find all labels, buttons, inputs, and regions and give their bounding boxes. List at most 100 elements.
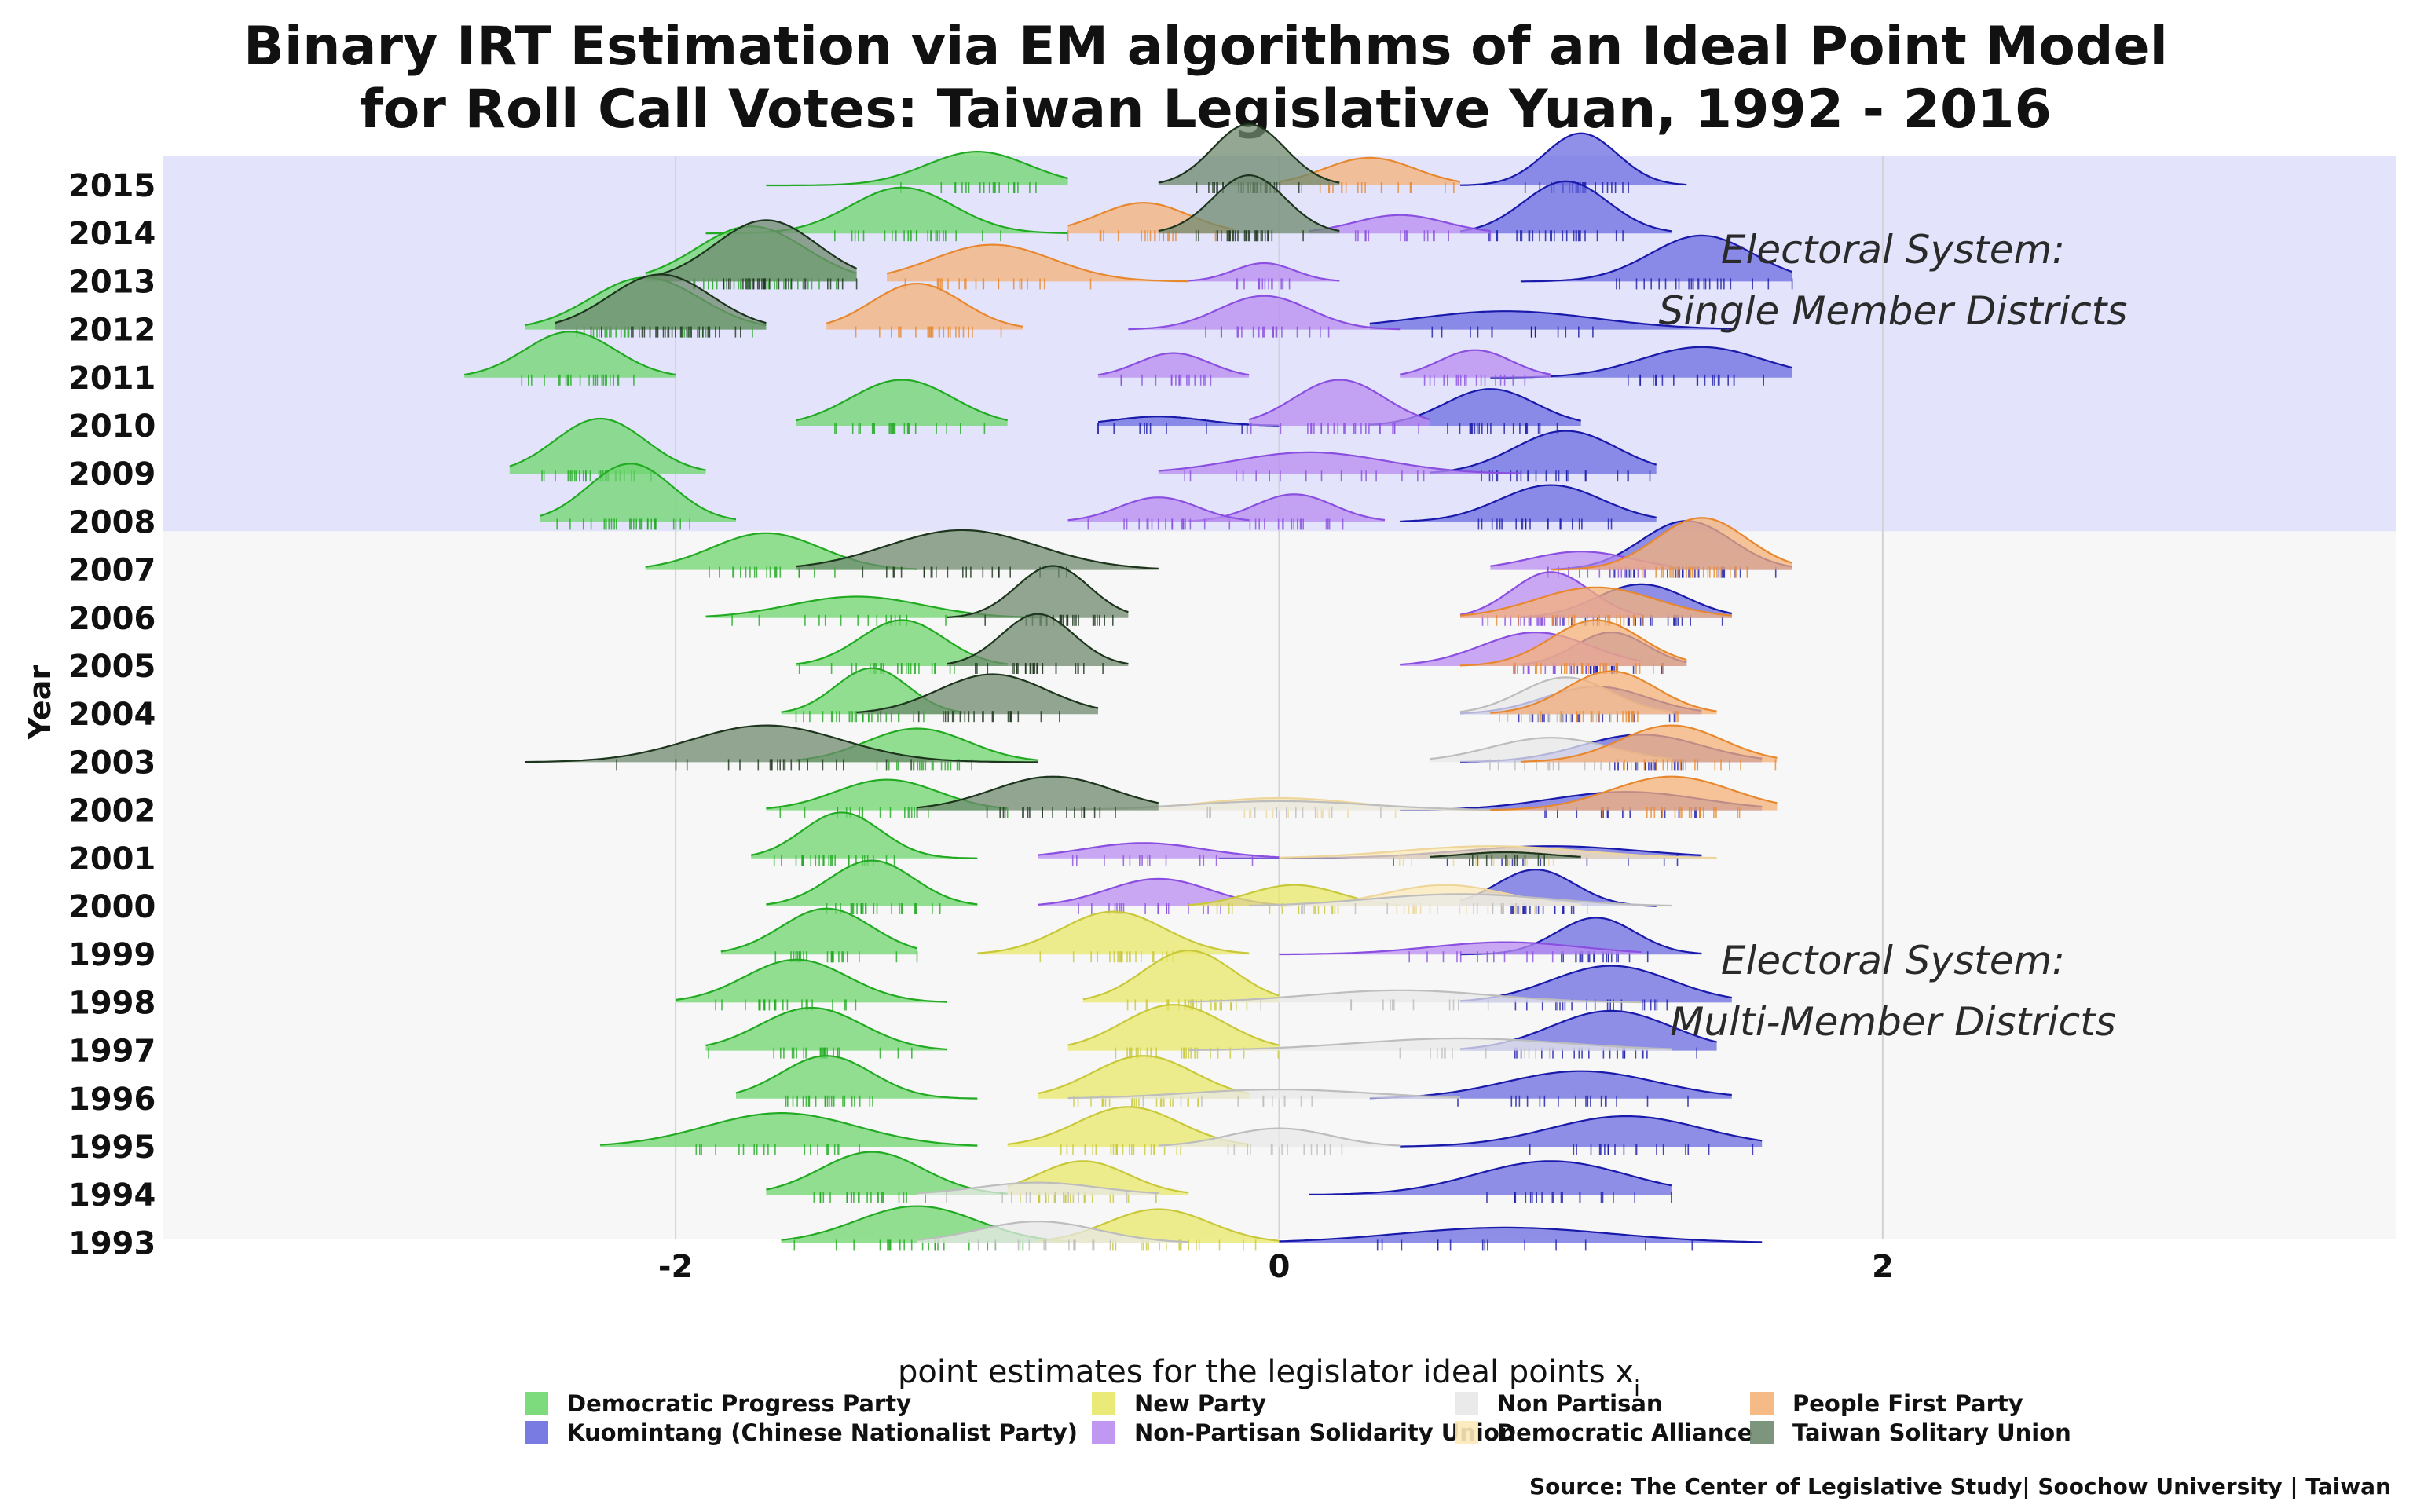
legend-item-4: Non Partisan	[1455, 1390, 1663, 1417]
density-fill	[720, 908, 917, 955]
density-outline	[1400, 1115, 1763, 1148]
density-outline	[1309, 214, 1491, 232]
legend: point estimates for the legislator ideal…	[525, 1354, 2071, 1446]
legend-label: Democratic Progress Party	[567, 1390, 911, 1417]
density-fill	[766, 1151, 1008, 1195]
density-outline	[1279, 941, 1642, 956]
density-outline	[1520, 724, 1778, 763]
density-outline	[917, 1181, 1159, 1195]
density-ridge-2014-NPSU	[1309, 214, 1492, 242]
density-ridge-2012-NPSU	[1128, 295, 1401, 338]
year-label-2007: 2007	[68, 553, 156, 589]
legend-item-2: New Party	[1092, 1390, 1266, 1417]
density-outline	[826, 282, 1023, 328]
chart-title-line2: for Roll Call Votes: Taiwan Legislative …	[360, 79, 2052, 141]
density-ridge-2004-PFP	[1490, 670, 1717, 723]
density-ridge-2008-KMT	[1400, 484, 1657, 530]
year-label-1997: 1997	[68, 1034, 156, 1070]
density-ridge-2009-NPSU	[1158, 451, 1521, 482]
density-ridge-1996-KMT	[1369, 1070, 1732, 1107]
y-axis-year-labels: 2015 2014 2013 2012 2011 2010 2009 2008 2007 2006…	[68, 168, 156, 1261]
density-ridge-2000-NONP	[1249, 893, 1672, 914]
density-fill	[1038, 1056, 1250, 1099]
legend-swatch	[1455, 1421, 1478, 1444]
y-axis-title: Year	[23, 665, 57, 740]
density-ridge-2007-TSU	[796, 529, 1159, 578]
density-ridge-2002-PFP	[1490, 775, 1778, 818]
density-outline	[977, 910, 1250, 954]
density-ridge-2001-TSU	[1430, 851, 1581, 866]
density-ridge-1997-NP	[1067, 1003, 1280, 1059]
density-ridge-1995-KMT	[1400, 1115, 1763, 1155]
density-ridge-2012-KMT	[1369, 310, 1732, 338]
density-outline	[1520, 234, 1792, 283]
year-label-2009: 2009	[68, 456, 156, 492]
density-ridge-1993-KMT	[1279, 1226, 1763, 1251]
density-outline	[1309, 1160, 1672, 1195]
density-outline	[1067, 1089, 1461, 1100]
density-ridge-1994-DPP	[766, 1151, 1008, 1203]
legend-label: Non Partisan	[1497, 1390, 1663, 1417]
density-fill	[464, 331, 676, 378]
density-ridge-2011-NPSU	[1097, 352, 1250, 386]
density-fill	[1460, 133, 1687, 185]
density-ridges	[464, 123, 1793, 1251]
year-label-2004: 2004	[68, 697, 156, 733]
density-ridge-2010-DPP	[796, 379, 1008, 434]
density-ridge-2012-PFP	[826, 282, 1023, 338]
density-outline	[1459, 180, 1672, 232]
density-outline	[1158, 451, 1521, 474]
density-fill	[1128, 295, 1401, 330]
year-label-2008: 2008	[68, 504, 156, 540]
density-outline	[1279, 1226, 1763, 1243]
density-ridge-2004-TSU	[856, 673, 1099, 723]
density-outline	[1490, 775, 1778, 811]
legend-label: New Party	[1134, 1390, 1266, 1417]
density-fill	[1490, 346, 1792, 378]
legend-label: Democratic Alliance	[1497, 1419, 1752, 1446]
density-fill	[555, 274, 767, 330]
source-note: Source: The Center of Legislative Study|…	[1529, 1474, 2391, 1499]
density-outline	[1459, 965, 1733, 1002]
density-fill	[525, 725, 1038, 763]
density-fill	[1249, 379, 1430, 426]
density-fill	[796, 620, 1008, 666]
density-outline	[796, 529, 1159, 569]
density-ridge-2005-TSU	[947, 613, 1129, 674]
density-outline	[947, 613, 1129, 665]
density-ridge-2002-TSU	[916, 775, 1159, 818]
density-fill	[1490, 671, 1717, 715]
density-fill	[1067, 800, 1491, 811]
legend-swatch	[1750, 1392, 1774, 1415]
density-outline	[645, 219, 858, 279]
x-axis-tick-labels: -2 0 2	[658, 1249, 1894, 1285]
density-fill	[1067, 497, 1250, 522]
density-fill	[1188, 990, 1642, 1003]
density-fill	[1520, 235, 1792, 282]
density-outline	[1430, 851, 1581, 858]
density-fill	[1158, 1128, 1401, 1147]
year-label-2003: 2003	[68, 745, 156, 781]
density-fill	[947, 613, 1129, 666]
region-annotations: Electoral System: Single Member Districts…	[1659, 227, 2128, 1045]
density-outline	[1007, 1160, 1189, 1194]
year-label-2015: 2015	[68, 168, 156, 204]
density-ridge-2008-DPP	[539, 463, 737, 530]
density-fill	[1309, 1161, 1672, 1195]
density-ridge-2010-NPSU	[1248, 379, 1430, 434]
legend-item-6: People First Party	[1750, 1390, 2023, 1417]
density-outline	[1067, 1003, 1280, 1046]
density-outline	[1037, 1055, 1250, 1095]
legend-label: Non-Partisan Solidarity Union	[1134, 1419, 1515, 1446]
density-fill	[1249, 894, 1672, 906]
year-label-2011: 2011	[68, 361, 156, 397]
density-outline	[1158, 174, 1340, 232]
density-outline	[1249, 893, 1672, 907]
density-outline	[555, 273, 767, 324]
density-fill	[1188, 263, 1340, 282]
density-outline	[1459, 586, 1732, 617]
density-ridge-2008-NPSU	[1067, 496, 1250, 530]
density-outline	[600, 1112, 978, 1147]
density-outline	[1007, 1106, 1250, 1145]
